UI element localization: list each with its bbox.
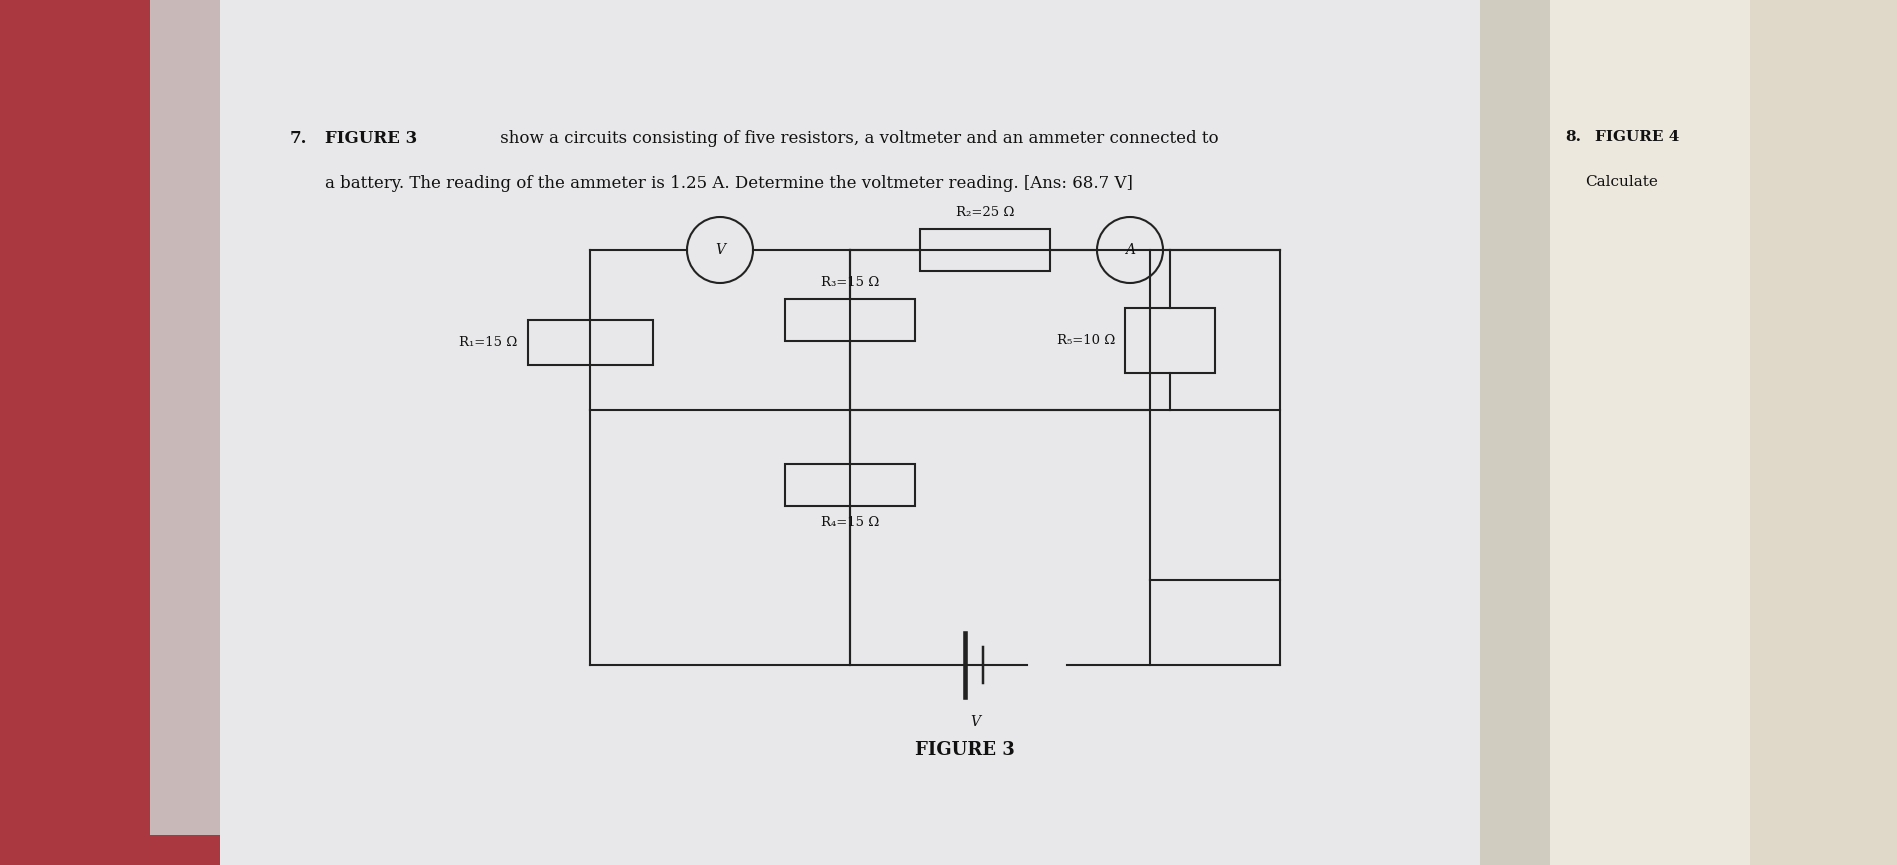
- Polygon shape: [150, 0, 281, 835]
- Text: R₅=10 Ω: R₅=10 Ω: [1057, 334, 1115, 347]
- Text: FIGURE 3: FIGURE 3: [914, 741, 1015, 759]
- Bar: [1125, 307, 1214, 373]
- Text: V: V: [969, 715, 981, 729]
- Bar: [920, 229, 1051, 271]
- Text: FIGURE 3: FIGURE 3: [324, 130, 417, 147]
- Text: Calculate: Calculate: [1586, 175, 1658, 189]
- Text: R₁=15 Ω: R₁=15 Ω: [459, 336, 518, 349]
- Text: R₄=15 Ω: R₄=15 Ω: [821, 516, 878, 529]
- Bar: [785, 464, 914, 506]
- Text: show a circuits consisting of five resistors, a voltmeter and an ammeter connect: show a circuits consisting of five resis…: [495, 130, 1218, 147]
- Text: 7.: 7.: [290, 130, 307, 147]
- Polygon shape: [1540, 0, 1751, 865]
- Text: R₃=15 Ω: R₃=15 Ω: [821, 276, 878, 289]
- Text: a battery. The reading of the ammeter is 1.25 A. Determine the voltmeter reading: a battery. The reading of the ammeter is…: [324, 175, 1133, 192]
- Polygon shape: [1519, 0, 1897, 865]
- FancyBboxPatch shape: [220, 0, 1519, 865]
- Text: V: V: [715, 243, 725, 257]
- Bar: [785, 299, 914, 341]
- Polygon shape: [0, 0, 281, 865]
- Text: R₂=25 Ω: R₂=25 Ω: [956, 206, 1015, 219]
- Text: FIGURE 4: FIGURE 4: [1595, 130, 1679, 144]
- Polygon shape: [1480, 0, 1550, 865]
- Text: A: A: [1125, 243, 1134, 257]
- Bar: [527, 320, 653, 365]
- Text: 8.: 8.: [1565, 130, 1580, 144]
